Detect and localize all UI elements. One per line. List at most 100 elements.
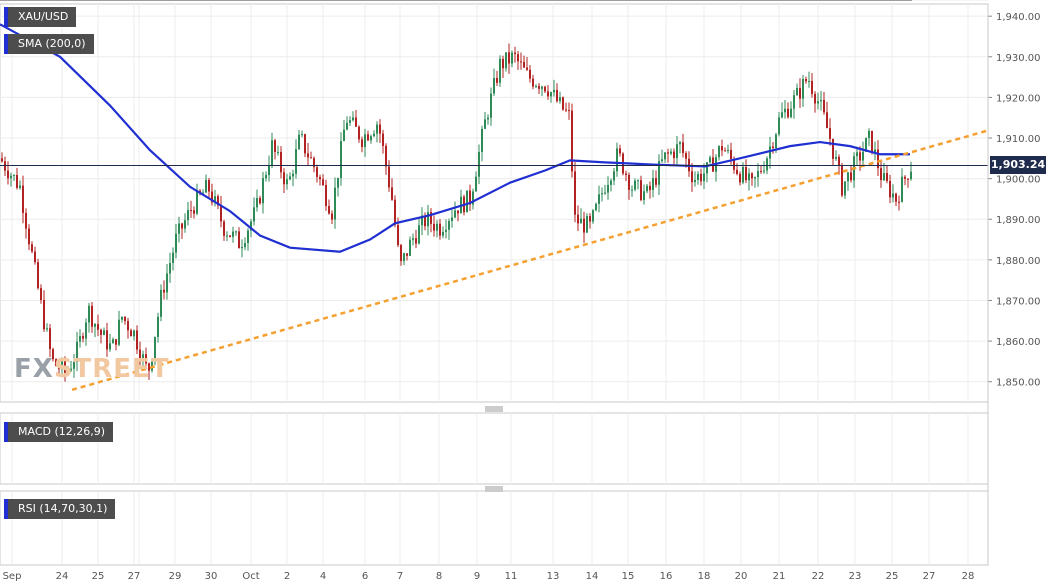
candle-bear [886,173,888,181]
candle-bull [727,149,729,151]
candle-bear [667,152,669,154]
candle-bear [319,176,321,180]
candle-bear [316,167,318,177]
candle-bear [97,324,99,330]
candle-bull [166,273,168,293]
candle-bear [640,180,642,201]
candle-bear [871,130,873,153]
candle-bear [745,166,747,181]
candle-bear [223,221,225,236]
candle-bull [370,136,372,141]
x-tick-label: Oct [242,571,259,582]
candle-bear [583,218,585,233]
candle-bear [16,175,18,188]
candle-bear [724,150,726,152]
candle-bull [706,162,708,174]
candle-bull [403,253,405,261]
candle-bear [331,213,333,220]
candle-bull [88,305,90,323]
candle-bear [859,152,861,161]
candle-bear [304,134,306,154]
candle-bull [883,173,885,181]
candle-bull [454,210,456,218]
candle-bear [889,180,891,198]
candle-bull [142,354,144,361]
candle-bull [268,165,270,176]
candle-bear [181,223,183,229]
candle-bear [823,99,825,113]
candle-bull [133,330,135,337]
candle-bull [865,137,867,152]
candle-bull [676,144,678,159]
candle-bear [829,128,831,139]
candle-bull [601,193,603,195]
candle-bull [784,108,786,113]
price-y-tick-label: 1,860.00 [996,337,1041,348]
candle-bull [175,233,177,253]
candle-bear [907,178,909,180]
candle-bear [469,190,471,205]
x-tick-label: 25 [886,571,899,582]
candle-bull [337,177,339,188]
candle-bull [436,223,438,231]
candle-bear [115,339,117,345]
candle-bear [313,158,315,168]
candle-bull [505,52,507,69]
candle-bull [598,194,600,204]
price-y-tick-label: 1,910.00 [996,134,1041,145]
candle-bull [472,191,474,205]
candle-bull [373,133,375,137]
candle-bear [217,196,219,206]
candle-bull [490,93,492,118]
candle-bull [862,151,864,161]
candle-bull [775,134,777,149]
candle-bull [646,185,648,192]
candle-bull [604,192,606,194]
candle-bull [70,368,72,371]
x-tick-label: 14 [586,571,599,582]
candle-bear [34,251,36,263]
candle-bull [481,128,483,152]
candle-bear [838,156,840,166]
candle-bull [19,185,21,188]
candle-bull [277,151,279,153]
candle-bear [826,112,828,129]
candle-bear [211,191,213,203]
candle-bull [247,230,249,244]
macd-resize-handle [485,406,503,412]
candle-bull [73,361,75,369]
candle-bear [52,349,54,360]
candle-bull [844,181,846,196]
candle-bear [682,142,684,154]
candle-bull [466,190,468,213]
macd-panel-bg [0,412,989,485]
candle-bull [778,117,780,135]
candle-bull [94,324,96,327]
candle-bear [898,201,900,203]
price-y-tick-label: 1,850.00 [996,378,1041,389]
candle-bear [577,214,579,224]
price-y-tick-label: 1,900.00 [996,175,1041,186]
candle-bull [178,223,180,234]
x-tick-label: 4 [320,571,326,582]
candle-bear [382,133,384,146]
candle-bull [112,339,114,344]
candle-bear [733,158,735,170]
candle-bear [880,168,882,181]
candle-bull [679,142,681,145]
x-tick-label: 9 [474,571,480,582]
candle-bull [421,215,423,226]
candle-bear [895,193,897,202]
candle-bear [787,108,789,118]
candle-bear [547,91,549,97]
candle-bull [109,343,111,350]
candle-bull [250,221,252,231]
candle-bull [592,210,594,222]
x-tick-label: 27 [128,571,141,582]
candle-bear [877,149,879,169]
candle-bear [736,169,738,174]
candle-bull [352,117,354,121]
candle-bear [685,153,687,159]
candle-bear [562,97,564,110]
